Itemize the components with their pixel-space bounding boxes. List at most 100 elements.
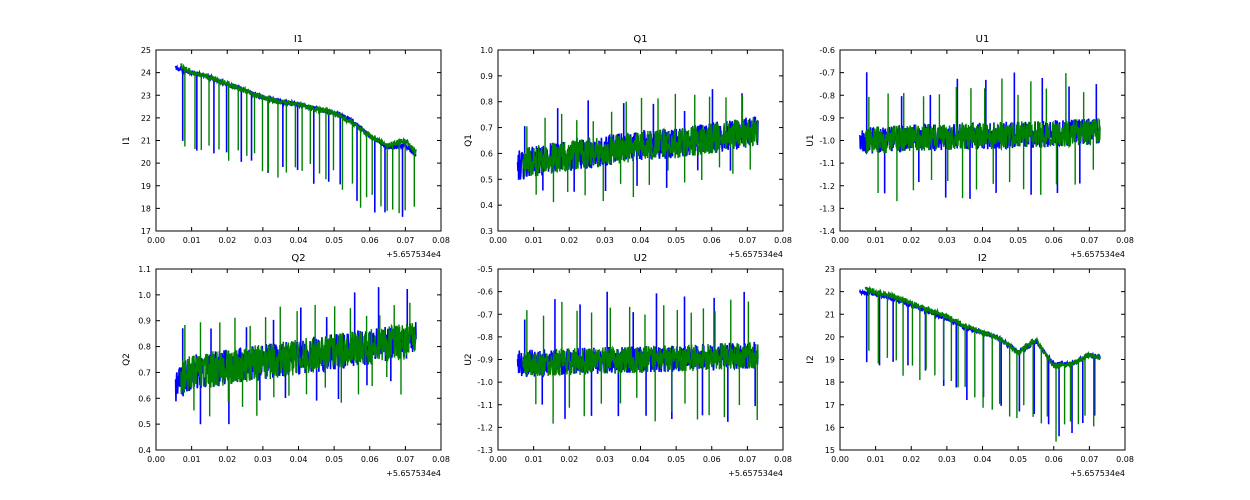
series-line-1 xyxy=(522,299,759,424)
y-tick-label: 0.9 xyxy=(138,317,151,326)
y-axis-label: U2 xyxy=(464,353,474,365)
x-offset-label: +5.657534e4 xyxy=(1070,469,1125,478)
x-offset-label: +5.657534e4 xyxy=(386,469,441,478)
x-tick-label: 0.01 xyxy=(525,236,543,245)
y-tick-label: -0.8 xyxy=(477,333,493,342)
x-tick-label: 0.00 xyxy=(147,455,165,464)
y-tick-label: 1.1 xyxy=(138,265,151,274)
x-tick-label: 0.00 xyxy=(489,455,507,464)
y-tick-label: 19 xyxy=(141,182,151,191)
x-tick-label: 0.08 xyxy=(774,236,792,245)
x-offset-label: +5.657534e4 xyxy=(1070,250,1125,259)
y-tick-label: 24 xyxy=(141,69,151,78)
y-tick-label: -1.2 xyxy=(477,423,493,432)
y-tick-label: 0.8 xyxy=(138,343,151,352)
y-tick-label: 0.4 xyxy=(138,446,151,455)
x-tick-label: 0.03 xyxy=(596,455,614,464)
x-tick-label: 0.07 xyxy=(738,455,756,464)
y-tick-label: 20 xyxy=(825,333,835,342)
y-tick-label: 16 xyxy=(825,423,835,432)
y-tick-label: 0.6 xyxy=(138,394,151,403)
subplot-5: I2 I2 0.00 0.01 0.02 0.03 0.04 0.05 0.06 0.07 0.08… xyxy=(806,253,1134,478)
chart-title: I2 xyxy=(978,253,987,264)
x-tick-label: 0.08 xyxy=(432,236,450,245)
y-tick-label: 17 xyxy=(825,401,835,410)
x-tick-label: 0.01 xyxy=(183,455,201,464)
x-tick-label: 0.08 xyxy=(1116,455,1134,464)
y-tick-label: -0.7 xyxy=(819,69,835,78)
series-line-1 xyxy=(864,73,1101,202)
x-tick-label: 0.07 xyxy=(1080,236,1098,245)
plot-area xyxy=(174,287,417,425)
y-tick-label: -0.5 xyxy=(477,265,493,274)
x-tick-label: 0.01 xyxy=(867,236,885,245)
x-tick-label: 0.04 xyxy=(290,236,308,245)
y-axis-label: Q1 xyxy=(464,134,474,147)
x-offset-label: +5.657534e4 xyxy=(728,469,783,478)
x-tick-label: 0.03 xyxy=(596,236,614,245)
y-tick-label: -0.6 xyxy=(477,288,493,297)
y-tick-label: 0.9 xyxy=(480,72,493,81)
chart-title: Q2 xyxy=(291,253,305,264)
y-tick-label: -1.3 xyxy=(477,446,493,455)
y-axis-label: I1 xyxy=(122,136,132,144)
x-tick-label: 0.02 xyxy=(218,236,236,245)
chart-title: U1 xyxy=(976,34,990,45)
x-tick-label: 0.03 xyxy=(938,455,956,464)
y-tick-label: 0.4 xyxy=(480,201,493,210)
y-tick-label: -1.1 xyxy=(819,159,835,168)
y-tick-label: -1.0 xyxy=(819,137,835,146)
y-tick-label: 1.0 xyxy=(138,291,151,300)
y-tick-label: -1.2 xyxy=(819,182,835,191)
x-tick-label: 0.01 xyxy=(867,455,885,464)
x-tick-label: 0.05 xyxy=(325,236,343,245)
x-tick-label: 0.07 xyxy=(396,236,414,245)
y-tick-label: 22 xyxy=(141,114,151,123)
y-tick-label: -0.8 xyxy=(819,91,835,100)
series-line-1 xyxy=(180,302,417,417)
y-tick-label: 0.6 xyxy=(480,149,493,158)
y-tick-label: 22 xyxy=(825,288,835,297)
y-tick-label: 21 xyxy=(825,310,835,319)
y-tick-label: 0.3 xyxy=(480,227,493,236)
chart-title: U2 xyxy=(634,253,648,264)
x-tick-label: 0.06 xyxy=(703,455,721,464)
chart-title: Q1 xyxy=(633,34,647,45)
series-line-1 xyxy=(522,93,759,203)
x-tick-label: 0.05 xyxy=(667,455,685,464)
x-tick-label: 0.06 xyxy=(1045,455,1063,464)
x-tick-label: 0.08 xyxy=(432,455,450,464)
subplot-3: Q2 Q2 0.00 0.01 0.02 0.03 0.04 0.05 0.06 0.07 0.08… xyxy=(122,253,450,478)
x-tick-label: 0.04 xyxy=(974,236,992,245)
y-tick-label: 20 xyxy=(141,159,151,168)
y-axis-label: Q2 xyxy=(122,353,132,366)
x-tick-label: 0.06 xyxy=(1045,236,1063,245)
x-tick-label: 0.04 xyxy=(632,455,650,464)
y-tick-label: -0.9 xyxy=(477,356,493,365)
x-tick-label: 0.02 xyxy=(560,236,578,245)
y-tick-label: -1.4 xyxy=(819,227,835,236)
y-tick-label: -1.3 xyxy=(819,204,835,213)
y-tick-label: 0.5 xyxy=(138,420,151,429)
series-line-1 xyxy=(180,63,417,214)
plot-area xyxy=(859,285,1101,442)
x-offset-label: +5.657534e4 xyxy=(728,250,783,259)
y-axis-label: U1 xyxy=(806,134,816,146)
x-tick-label: 0.04 xyxy=(632,236,650,245)
y-tick-label: 21 xyxy=(141,137,151,146)
x-tick-label: 0.05 xyxy=(325,455,343,464)
series-line-1 xyxy=(864,285,1101,442)
x-tick-label: 0.01 xyxy=(525,455,543,464)
x-tick-label: 0.04 xyxy=(290,455,308,464)
y-tick-label: -1.0 xyxy=(477,378,493,387)
x-tick-label: 0.07 xyxy=(1080,455,1098,464)
x-tick-label: 0.08 xyxy=(774,455,792,464)
y-tick-label: 0.8 xyxy=(480,98,493,107)
y-tick-label: 0.5 xyxy=(480,175,493,184)
plot-area xyxy=(516,291,759,424)
x-tick-label: 0.00 xyxy=(147,236,165,245)
y-tick-label: -1.1 xyxy=(477,401,493,410)
y-tick-label: 0.7 xyxy=(138,368,151,377)
plot-area xyxy=(516,89,759,203)
